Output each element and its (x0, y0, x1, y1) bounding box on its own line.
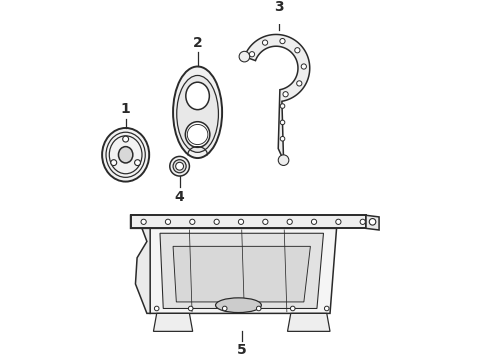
Text: 4: 4 (175, 190, 184, 204)
Circle shape (173, 160, 186, 173)
Polygon shape (153, 314, 193, 331)
Circle shape (287, 219, 293, 224)
Ellipse shape (216, 298, 261, 312)
Ellipse shape (186, 82, 209, 110)
Circle shape (369, 219, 376, 225)
Circle shape (312, 219, 317, 224)
Circle shape (170, 156, 190, 176)
Circle shape (280, 136, 285, 141)
Polygon shape (245, 35, 310, 160)
Text: 2: 2 (193, 36, 202, 50)
Circle shape (239, 219, 244, 224)
Circle shape (239, 51, 250, 62)
Circle shape (214, 219, 220, 224)
Ellipse shape (185, 122, 210, 147)
Ellipse shape (102, 128, 149, 181)
Circle shape (263, 40, 268, 45)
Circle shape (280, 104, 285, 108)
Circle shape (249, 51, 255, 57)
Circle shape (176, 162, 184, 170)
Ellipse shape (119, 147, 133, 163)
Text: 1: 1 (121, 102, 130, 116)
Circle shape (324, 306, 329, 311)
Circle shape (263, 219, 268, 224)
Circle shape (280, 39, 285, 44)
Circle shape (189, 306, 193, 311)
Polygon shape (147, 228, 337, 314)
Polygon shape (366, 215, 379, 230)
Circle shape (336, 219, 341, 224)
Polygon shape (130, 215, 150, 314)
Circle shape (283, 92, 288, 97)
Circle shape (222, 306, 227, 311)
Circle shape (360, 219, 366, 224)
Circle shape (135, 160, 141, 166)
Circle shape (301, 64, 306, 69)
Circle shape (291, 306, 295, 311)
Ellipse shape (177, 76, 219, 152)
Polygon shape (160, 233, 323, 309)
Circle shape (278, 155, 289, 166)
Ellipse shape (173, 67, 222, 158)
Circle shape (154, 306, 159, 311)
Polygon shape (173, 246, 310, 302)
Text: 5: 5 (237, 343, 246, 357)
Text: 3: 3 (274, 0, 284, 14)
Circle shape (141, 219, 146, 224)
Circle shape (295, 48, 300, 53)
Circle shape (296, 81, 302, 86)
Circle shape (256, 306, 261, 311)
Circle shape (165, 219, 171, 224)
Circle shape (280, 120, 285, 125)
Circle shape (190, 219, 195, 224)
Circle shape (111, 160, 117, 166)
Circle shape (122, 136, 128, 142)
Polygon shape (130, 215, 366, 228)
Polygon shape (288, 314, 330, 331)
